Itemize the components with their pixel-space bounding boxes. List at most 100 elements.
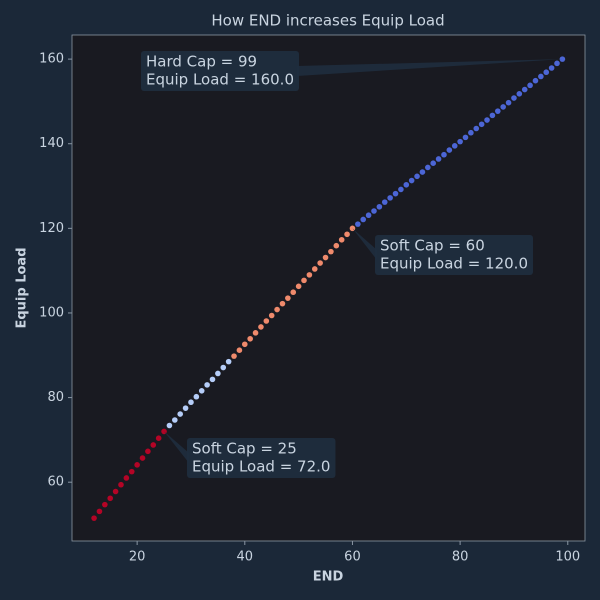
point: [268, 312, 275, 319]
x-tick-label: 100: [555, 550, 580, 565]
annotation-text: Hard Cap = 99: [146, 53, 257, 71]
point: [145, 448, 151, 455]
point: [527, 82, 533, 89]
point: [387, 195, 393, 201]
point: [516, 91, 523, 97]
annotation-box: [187, 438, 336, 478]
point: [177, 411, 183, 417]
annotation-text: Soft Cap = 60: [380, 237, 485, 255]
y-tick-label: 60: [47, 475, 64, 490]
x-tick-label: 40: [237, 550, 254, 565]
point: [290, 289, 297, 296]
point: [123, 475, 130, 481]
point: [468, 129, 474, 136]
y-tick-label: 120: [39, 221, 64, 236]
point: [419, 169, 426, 175]
point: [365, 212, 372, 219]
point: [301, 277, 307, 284]
point: [554, 60, 560, 67]
point: [333, 242, 340, 249]
point: [166, 422, 173, 429]
point: [322, 254, 329, 261]
point: [371, 208, 377, 214]
point: [204, 382, 210, 388]
point: [258, 324, 264, 330]
point: [182, 405, 189, 411]
point: [360, 216, 367, 223]
point: [155, 435, 162, 441]
point: [521, 86, 528, 93]
point: [247, 335, 253, 342]
point: [139, 455, 146, 461]
point: [403, 181, 410, 188]
annotation-arrow: [352, 228, 377, 260]
point: [311, 266, 318, 272]
point: [252, 330, 259, 336]
point: [392, 190, 399, 197]
annotation-arrow: [297, 59, 563, 76]
point: [102, 501, 108, 508]
y-tick-label: 80: [47, 390, 64, 405]
point: [494, 108, 501, 114]
point: [91, 515, 97, 521]
annotation-text: Soft Cap = 25: [192, 440, 297, 458]
point: [112, 488, 119, 495]
point: [193, 393, 200, 400]
point: [241, 341, 248, 348]
point: [279, 300, 286, 307]
point: [381, 199, 388, 205]
point: [451, 143, 458, 149]
point: [489, 112, 496, 119]
point: [295, 283, 302, 290]
point: [446, 147, 453, 153]
point: [538, 73, 544, 80]
point: [285, 295, 291, 301]
point: [484, 117, 490, 123]
point: [150, 442, 157, 448]
point: [425, 164, 431, 171]
point: [532, 77, 539, 84]
point: [338, 236, 345, 243]
point: [505, 99, 512, 106]
point: [317, 260, 323, 266]
point: [220, 364, 227, 371]
annotation-box: [375, 235, 533, 275]
point: [344, 231, 350, 238]
point: [376, 203, 383, 210]
point: [478, 121, 485, 128]
y-tick-label: 160: [39, 52, 64, 67]
point: [215, 370, 221, 377]
point: [511, 95, 517, 101]
x-axis-label: END: [313, 570, 344, 585]
annotation-text: Equip Load = 120.0: [380, 255, 528, 273]
annotation-arrow: [164, 431, 189, 463]
point: [548, 65, 555, 71]
point: [236, 347, 243, 353]
point: [441, 151, 447, 158]
x-tick-label: 60: [344, 550, 361, 565]
point: [500, 104, 506, 110]
y-axis-label: Equip Load: [15, 247, 30, 328]
point: [172, 417, 178, 423]
point: [306, 272, 313, 278]
point: [355, 221, 361, 227]
point: [543, 69, 550, 76]
point: [398, 186, 404, 193]
point: [118, 481, 124, 488]
x-tick-label: 80: [452, 550, 469, 565]
annotation-text: Equip Load = 160.0: [146, 71, 294, 89]
point: [128, 468, 135, 475]
point: [457, 138, 463, 145]
point: [188, 399, 194, 406]
point: [462, 134, 469, 141]
point: [209, 376, 216, 383]
x-tick-label: 20: [129, 550, 146, 565]
point: [430, 160, 436, 166]
point: [96, 508, 103, 515]
annotation-text: Equip Load = 72.0: [192, 458, 330, 476]
